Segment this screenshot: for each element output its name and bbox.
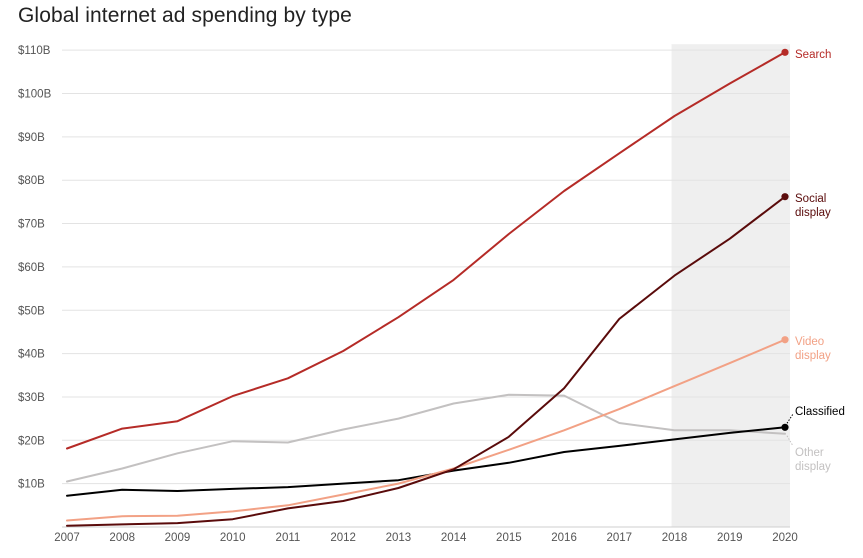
y-tick-label: $90B [18, 132, 45, 144]
series-label-search: Search [795, 49, 831, 61]
y-tick-label: $50B [18, 305, 45, 317]
leader-line-classified [786, 413, 794, 424]
x-tick-label: 2011 [276, 532, 301, 544]
y-tick-label: $110B [18, 45, 51, 57]
x-tick-label: 2016 [551, 532, 577, 544]
y-tick-label: $40B [18, 349, 45, 361]
series-end-marker-search [781, 48, 789, 56]
y-tick-label: $20B [18, 435, 45, 447]
series-end-marker-video-display [781, 336, 789, 344]
x-tick-label: 2012 [330, 532, 356, 544]
x-tick-label: 2019 [717, 532, 743, 544]
series-label-social-display: Social display [795, 193, 831, 219]
series-label-line: Video [795, 336, 824, 348]
series-line-search [66, 51, 786, 450]
series-line-social-display [66, 195, 786, 527]
y-tick-label: $70B [18, 219, 45, 231]
x-tick-label: 2007 [54, 532, 80, 544]
x-tick-label: 2009 [165, 532, 191, 544]
series-label-line: Other [795, 447, 824, 459]
series-end-marker-social-display [781, 193, 789, 201]
series-label-line: display [795, 461, 831, 473]
series-label-line: display [795, 350, 831, 362]
y-tick-label: $60B [18, 262, 45, 274]
series-line-video-display [66, 338, 786, 522]
series-label-line: Search [795, 49, 831, 61]
series-label-line: Social [795, 193, 826, 205]
x-tick-label: 2015 [496, 532, 522, 544]
forecast-shading [671, 44, 790, 528]
series-label-classified: Classified [795, 406, 845, 418]
x-tick-label: 2018 [662, 532, 688, 544]
chart-title: Global internet ad spending by type [18, 4, 352, 27]
leader-line-other-display [786, 435, 794, 447]
y-tick-label: $10B [18, 479, 45, 491]
x-tick-label: 2010 [220, 532, 246, 544]
y-tick-label: $80B [18, 175, 45, 187]
series-end-marker-classified [781, 423, 789, 431]
x-tick-label: 2020 [772, 532, 798, 544]
x-tick-label: 2017 [607, 532, 633, 544]
series-label-video-display: Video display [795, 336, 831, 362]
series-line-other-display [66, 393, 786, 483]
y-tick-label: $30B [18, 392, 45, 404]
x-tick-label: 2008 [109, 532, 135, 544]
series-label-line: display [795, 207, 831, 219]
series-label-line: Classified [795, 406, 845, 418]
y-tick-label: $100B [18, 89, 52, 101]
series-label-other-display: Other display [795, 447, 831, 473]
x-tick-label: 2014 [441, 532, 467, 544]
x-tick-label: 2013 [386, 532, 412, 544]
